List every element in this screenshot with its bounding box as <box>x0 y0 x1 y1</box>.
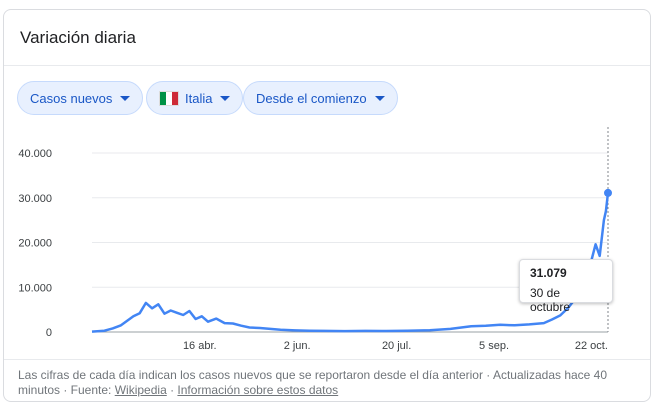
cases-line-chart[interactable]: 0 10.000 20.000 30.000 40.000 16 abr. 2 jun. 20… <box>4 125 650 355</box>
tooltip-date: 30 de octubre <box>530 286 571 314</box>
y-tick-label: 0 <box>46 327 52 339</box>
daily-variation-card: Variación diaria Casos nuevos Italia Des… <box>3 9 651 402</box>
footer-separator: · <box>166 383 178 397</box>
y-tick-label: 10.000 <box>18 282 52 294</box>
range-dropdown[interactable]: Desde el comienzo <box>243 81 398 115</box>
chart-footer: Las cifras de cada día indican los casos… <box>18 368 628 398</box>
x-tick-label: 22 oct. <box>575 340 608 352</box>
header-divider <box>4 65 650 66</box>
metric-dropdown[interactable]: Casos nuevos <box>17 81 144 115</box>
x-tick-label: 5 sep. <box>479 340 509 352</box>
selected-point <box>604 188 612 197</box>
chart-tooltip: 31.079 30 de octubre <box>519 259 613 314</box>
y-tick-label: 40.000 <box>18 148 52 160</box>
range-dropdown-label: Desde el comienzo <box>256 90 367 106</box>
footer-divider <box>4 359 650 360</box>
x-tick-label: 2 jun. <box>284 340 311 352</box>
country-dropdown[interactable]: Italia <box>146 81 244 115</box>
chevron-down-icon <box>220 95 231 101</box>
chevron-down-icon <box>374 95 385 101</box>
chevron-down-icon <box>120 95 131 101</box>
tooltip-value: 31.079 <box>530 266 567 280</box>
x-tick-label: 20 jul. <box>382 340 411 352</box>
italy-flag-icon <box>159 90 179 106</box>
card-title: Variación diaria <box>20 28 136 47</box>
data-info-link[interactable]: Información sobre estos datos <box>177 383 339 397</box>
y-tick-label: 20.000 <box>18 238 52 250</box>
country-dropdown-label: Italia <box>185 90 213 106</box>
metric-dropdown-label: Casos nuevos <box>30 90 113 106</box>
y-tick-label: 30.000 <box>18 193 52 205</box>
footer-note: Las cifras de cada día indican los casos… <box>18 368 608 397</box>
source-link[interactable]: Wikipedia <box>114 383 167 397</box>
x-tick-label: 16 abr. <box>183 340 217 352</box>
